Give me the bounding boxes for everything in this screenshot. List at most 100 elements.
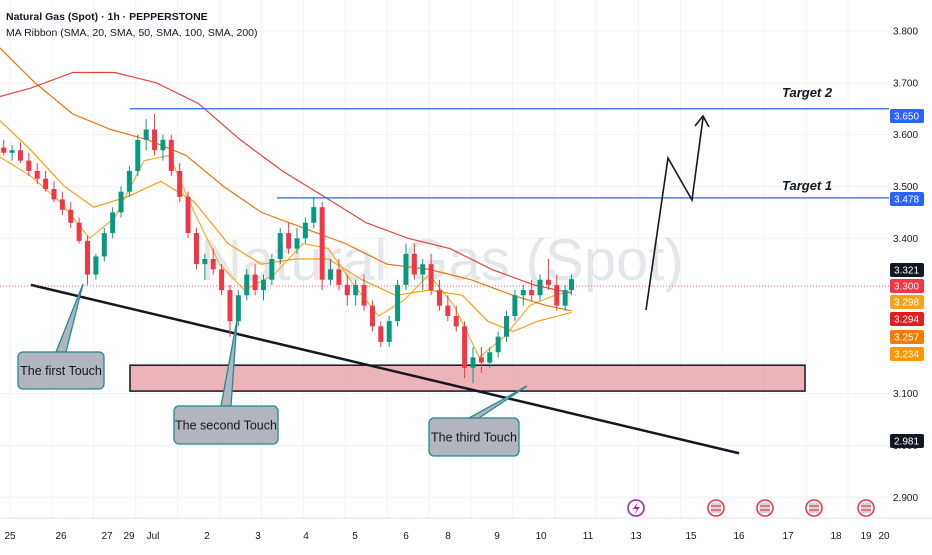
price-label-text: 3.257 (894, 333, 919, 344)
price-label-text: 3.321 (894, 266, 919, 277)
candle-body (411, 253, 417, 275)
time-tick-label: 11 (583, 531, 594, 542)
ma-line (0, 154, 572, 359)
support-trendline (30, 283, 740, 455)
price-label-text: 3.298 (894, 298, 919, 309)
candle-body (395, 284, 401, 322)
symbol-title: Natural Gas (Spot) · 1h · PEPPERSTONE (6, 11, 208, 23)
projection-path (645, 117, 704, 311)
flag-field (711, 503, 721, 513)
time-tick-label: 15 (685, 531, 697, 542)
time-tick-label: 6 (403, 531, 409, 542)
candle-body (302, 222, 308, 239)
candle-body (260, 279, 266, 291)
candle-body (235, 295, 241, 322)
candle-body (495, 336, 501, 353)
candle-body (76, 222, 82, 241)
candle-body (537, 279, 543, 296)
time-tick-label: 27 (101, 531, 113, 542)
time-tick-label: 17 (782, 531, 794, 542)
callout-box[interactable] (17, 351, 105, 390)
candle-body (110, 212, 116, 234)
candle-body (135, 139, 141, 171)
price-label-text: 3.234 (894, 350, 919, 361)
target-1-label: Target 1 (782, 178, 832, 193)
callout-box[interactable] (428, 417, 520, 457)
candle-body (168, 139, 174, 171)
time-axis[interactable]: 25 26 27 29 Jul 2 3 4 5 6 8 9 10 11 13 15 16 17 18 19 20 (0, 517, 932, 542)
support-zone (129, 364, 806, 392)
candle-body (210, 259, 216, 270)
candles (1, 113, 574, 384)
candle-body (269, 259, 275, 280)
candle-body (85, 240, 91, 275)
candle-body (68, 209, 74, 223)
candle-body (353, 284, 359, 296)
candle-body (487, 352, 493, 363)
time-tick-label: 8 (445, 531, 451, 542)
candle-body (311, 207, 317, 223)
candle-body (361, 284, 367, 306)
candle-body (403, 253, 409, 285)
price-tick-label: 3.600 (893, 130, 918, 141)
time-tick-label: 20 (878, 531, 890, 542)
price-label-tag (890, 347, 924, 361)
ma-ribbon (0, 47, 572, 359)
callout-label: The first Touch (20, 364, 102, 378)
candle-body (59, 199, 65, 210)
candle-body (202, 259, 208, 265)
ma-line (0, 119, 572, 333)
candle-body (453, 315, 459, 327)
price-label-tag (890, 295, 924, 309)
flag-field (760, 503, 770, 513)
candle-body (277, 233, 283, 259)
candle-body (470, 357, 476, 368)
price-label-text: 3.650 (894, 112, 919, 123)
time-tick-label: 16 (733, 531, 745, 542)
ma-line (0, 47, 572, 312)
candle-body (504, 315, 510, 337)
projection-arrow-head (694, 114, 710, 128)
time-tick-label: 2 (204, 531, 210, 542)
candle-body (520, 290, 526, 296)
candle-body (252, 274, 258, 291)
candle-body (1, 147, 7, 153)
candle-body (26, 160, 32, 171)
price-label-tag (890, 263, 924, 277)
price-tick-label: 3.400 (893, 234, 918, 245)
time-tick-label: 19 (860, 531, 872, 542)
indicator-legend[interactable]: MA Ribbon (SMA, 20, SMA, 50, SMA, 100, S… (6, 27, 258, 39)
time-tick-label: 10 (535, 531, 547, 542)
candle-body (51, 189, 57, 200)
candle-body (328, 269, 334, 280)
candle-body (336, 269, 342, 285)
candle-body (219, 269, 225, 291)
candle-body (378, 326, 384, 342)
candle-body (554, 284, 560, 306)
price-tick-label: 2.900 (893, 493, 918, 504)
time-tick-label: 26 (55, 531, 67, 542)
candle-body (462, 326, 468, 368)
callout-label: The second Touch (175, 419, 277, 433)
candle-body (185, 196, 191, 234)
time-tick-label: 3 (255, 531, 261, 542)
candle-body (93, 256, 99, 275)
price-tick-label: 3.100 (893, 389, 918, 400)
candle-body (286, 233, 292, 249)
callout-box[interactable] (173, 405, 279, 445)
candle-body (160, 139, 166, 151)
candle-body (369, 305, 375, 327)
time-tick-label: 13 (630, 531, 642, 542)
candle-body (193, 233, 199, 265)
candle-body (17, 150, 23, 161)
candle-body (126, 170, 132, 192)
candle-body (319, 207, 325, 280)
candle-body (344, 284, 350, 296)
flag-field (809, 503, 819, 513)
time-tick-label: 18 (830, 531, 842, 542)
candle-body (9, 150, 15, 153)
